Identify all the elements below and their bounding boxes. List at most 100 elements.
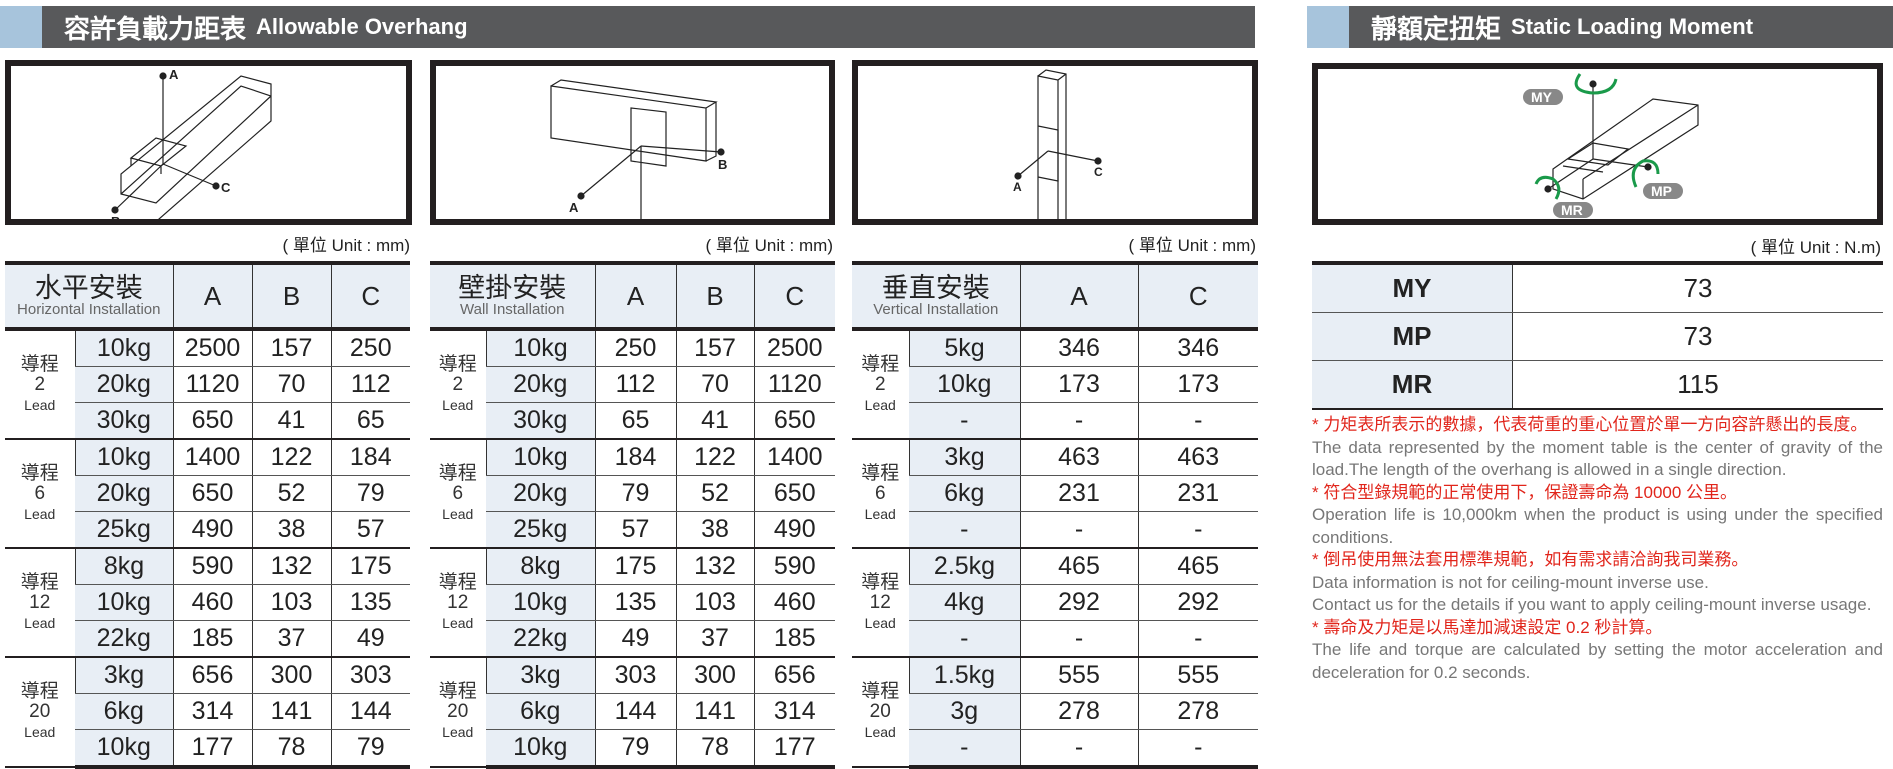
moment-diagram: MY MP MR [1312, 63, 1883, 225]
load-cell: 3g [909, 693, 1021, 730]
overhang-table: 壁掛安裝 Wall Installation A B C 導程 2 Lead 10kg 250 15… [430, 261, 835, 769]
lead-value: 12 [869, 591, 891, 613]
moment-value: 73 [1512, 312, 1883, 361]
load-cell: 2.5kg [908, 548, 1021, 585]
lead-value: 6 [452, 482, 464, 504]
lead-label-en: Lead [24, 505, 56, 522]
value-cell: - [1019, 511, 1139, 549]
installation-header: 壁掛安裝 Wall Installation [430, 261, 595, 331]
value-cell: 144 [594, 693, 676, 730]
load-cell: 1.5kg [908, 657, 1021, 694]
table-row: --- [852, 402, 1259, 440]
value-cell: 303 [330, 657, 411, 694]
value-cell: 103 [675, 584, 754, 621]
value-cell: 250 [330, 329, 411, 367]
lead-value: 12 [447, 591, 469, 613]
table-row: --- [852, 620, 1259, 658]
value-cell: 278 [1019, 693, 1139, 730]
lead-value: 2 [874, 373, 886, 395]
table-row: 30kg 65 41 650 [430, 402, 835, 440]
table-row: 10kg 173 173 [852, 366, 1259, 403]
value-cell: 300 [675, 657, 754, 694]
value-cell: 49 [594, 620, 676, 658]
load-cell: 22kg [486, 620, 595, 658]
lead-label-zh: 導程 [861, 353, 900, 375]
value-cell: 132 [251, 548, 332, 585]
column-header: B [251, 261, 332, 331]
value-cell: - [1019, 620, 1139, 658]
value-cell: 112 [594, 366, 676, 403]
value-cell: 346 [1019, 329, 1139, 367]
value-cell: 52 [251, 475, 332, 512]
value-cell: 314 [753, 693, 835, 730]
lead-value: 6 [34, 482, 46, 504]
label-c: C [221, 180, 231, 195]
label-b: B [718, 157, 727, 172]
table-row: 導程 6 Lead 10kg 184 122 1400 [430, 439, 835, 549]
value-cell: 2500 [753, 329, 835, 367]
value-cell: 650 [753, 475, 835, 512]
lead-group: 導程 20 Lead [5, 657, 75, 768]
value-cell: 65 [330, 402, 411, 440]
value-cell: 303 [594, 657, 676, 694]
value-cell: 1120 [753, 366, 835, 403]
value-cell: 57 [330, 511, 411, 549]
value-cell: 79 [330, 475, 411, 512]
value-cell: 184 [330, 439, 411, 476]
value-cell: 37 [251, 620, 332, 658]
value-cell: 650 [172, 402, 253, 440]
installation-title-zh: 水平安裝 [34, 273, 143, 303]
load-cell: 30kg [486, 402, 595, 440]
installation-header: 水平安裝 Horizontal Installation [5, 261, 174, 331]
load-cell: 20kg [75, 475, 174, 512]
lead-label-zh: 導程 [861, 681, 900, 702]
table-row: 20kg 112 70 1120 [430, 366, 835, 403]
lead-label-zh: 導程 [20, 681, 59, 702]
lead-group: 導程 2 Lead [430, 329, 486, 440]
moment-row: MY 73 [1312, 261, 1883, 313]
overhang-title-zh: 容許負載力距表 [64, 13, 247, 44]
installation-title-zh: 壁掛安裝 [458, 273, 567, 303]
load-cell: 10kg [74, 329, 174, 367]
horizontal-diagram: A C B [5, 60, 412, 229]
header-accent [1307, 6, 1349, 48]
lead-group: 導程 12 Lead [430, 548, 486, 658]
lead-value: 20 [447, 701, 469, 722]
value-cell: 231 [1137, 475, 1259, 512]
load-cell: 20kg [75, 366, 174, 403]
column-header: A [1019, 261, 1139, 331]
table-row: 10kg 79 78 177 [430, 729, 835, 769]
installation-title-en: Vertical Installation [873, 301, 999, 318]
note-en: The data represented by the moment table… [1312, 437, 1883, 480]
table-row: 4kg 292 292 [852, 584, 1259, 621]
moment-row: MR 115 [1312, 360, 1883, 410]
table-row: 30kg 650 41 65 [5, 402, 411, 440]
lead-group: 導程 6 Lead [5, 439, 75, 549]
installation-title-en: Wall Installation [460, 301, 565, 318]
value-cell: - [1137, 729, 1259, 769]
value-cell: 132 [675, 548, 754, 585]
column-header: C [330, 261, 411, 331]
load-cell: 10kg [75, 584, 174, 621]
table-row: 10kg 460 103 135 [5, 584, 411, 621]
unit-label: ( 單位 Unit : mm) [282, 236, 411, 255]
note-en: Operation life is 10,000km when the prod… [1312, 505, 1883, 547]
value-cell: 112 [330, 366, 411, 403]
load-cell: 3kg [74, 657, 174, 694]
unit-label: ( 單位 Unit : mm) [1128, 236, 1257, 255]
lead-value: 12 [29, 591, 51, 613]
value-cell: 490 [753, 511, 835, 549]
load-cell: 10kg [486, 584, 595, 621]
value-cell: 250 [594, 329, 676, 367]
load-cell: 25kg [486, 511, 595, 549]
installation-title-zh: 垂直安裝 [881, 273, 990, 303]
label-c: C [1094, 165, 1103, 179]
load-cell: - [909, 511, 1021, 549]
table-row: 25kg 490 38 57 [5, 511, 411, 549]
load-cell: 20kg [486, 366, 595, 403]
note-zh: * 壽命及力矩是以馬達加減速設定 0.2 秒計算。 [1312, 617, 1663, 637]
value-cell: 346 [1137, 329, 1259, 367]
value-cell: 590 [753, 548, 835, 585]
lead-label-zh: 導程 [438, 571, 477, 593]
load-cell: 6kg [486, 693, 595, 730]
